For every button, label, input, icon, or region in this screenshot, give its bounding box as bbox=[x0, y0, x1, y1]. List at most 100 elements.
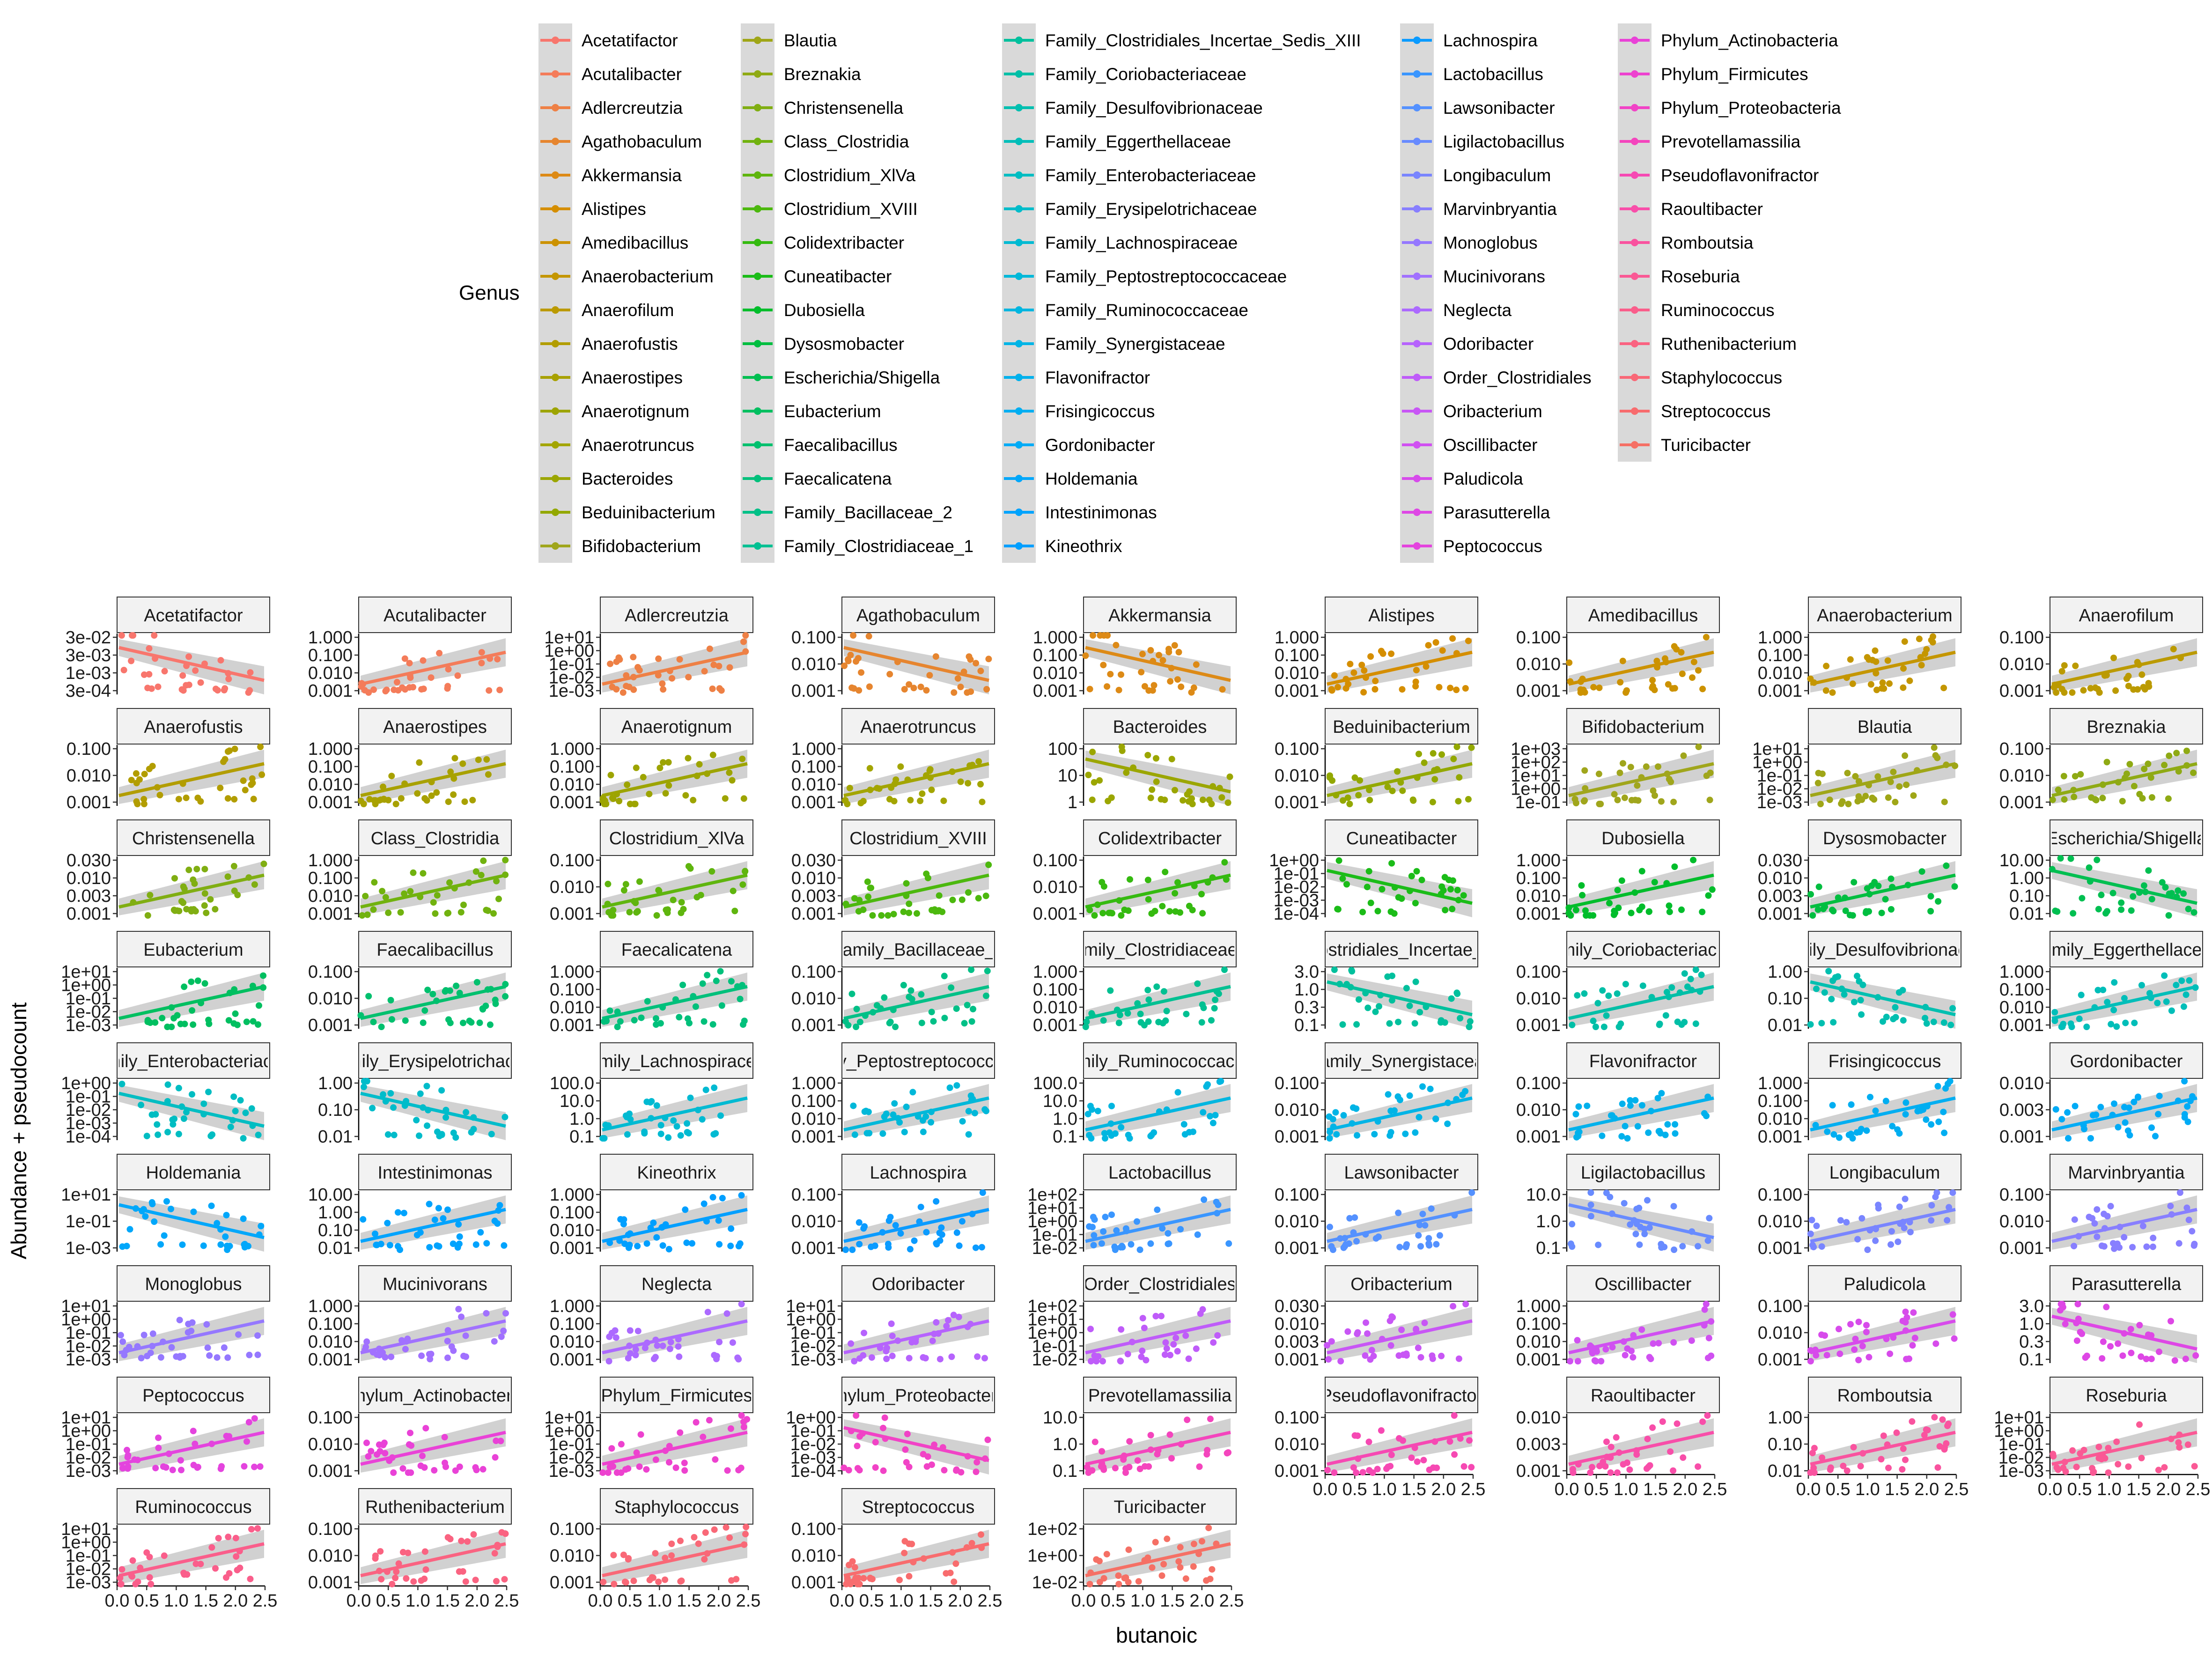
data-point bbox=[1867, 1094, 1873, 1100]
data-point bbox=[1611, 791, 1618, 798]
data-point bbox=[1163, 1008, 1170, 1015]
legend-entry: Acetatifactor bbox=[538, 23, 678, 57]
data-point bbox=[1389, 973, 1395, 980]
data-point bbox=[2061, 796, 2068, 803]
data-point bbox=[1183, 1010, 1190, 1018]
data-point bbox=[660, 759, 667, 766]
legend-key-point bbox=[552, 273, 559, 280]
data-point bbox=[1353, 1469, 1360, 1476]
data-point bbox=[881, 994, 888, 1001]
data-point bbox=[483, 756, 490, 763]
data-point bbox=[1899, 1466, 1906, 1473]
data-point bbox=[234, 1567, 241, 1574]
legend-key-point bbox=[1631, 104, 1638, 111]
y-tick-label: 0.010 bbox=[1516, 655, 1561, 674]
data-point bbox=[200, 1100, 207, 1107]
y-tick-label: 0.100 bbox=[1758, 646, 1802, 665]
data-point bbox=[2156, 1348, 2162, 1355]
data-point bbox=[2115, 1124, 2122, 1131]
data-point bbox=[704, 972, 711, 979]
fit-line bbox=[1327, 1096, 1473, 1132]
y-tick-label: 1e-02 bbox=[549, 1448, 594, 1468]
facet-strip bbox=[841, 597, 995, 633]
data-point bbox=[957, 778, 964, 785]
y-tick-label: 1e-01 bbox=[66, 1546, 111, 1566]
y-tick-label: 1e+01 bbox=[61, 962, 111, 982]
legend-label: Adlercreutzia bbox=[582, 98, 683, 118]
data-point bbox=[1422, 1222, 1429, 1229]
data-point bbox=[1451, 1451, 1458, 1458]
confidence-band bbox=[1085, 1307, 1231, 1361]
data-point bbox=[1467, 1018, 1474, 1025]
data-point bbox=[631, 1017, 638, 1024]
data-point bbox=[1818, 1020, 1825, 1027]
legend-key-point bbox=[754, 273, 761, 280]
facet-strip bbox=[117, 708, 270, 745]
data-point bbox=[685, 1130, 692, 1137]
facet-strip bbox=[600, 1154, 753, 1190]
legend-entry: Oribacterium bbox=[1400, 394, 1542, 428]
y-tick-label: 0.1 bbox=[2019, 1350, 2044, 1370]
y-tick-label: 0.001 bbox=[308, 1016, 353, 1035]
y-tick-label: 1e+00 bbox=[61, 1422, 111, 1441]
data-point bbox=[141, 671, 147, 678]
y-tick-label: 0.100 bbox=[550, 1314, 594, 1334]
data-point bbox=[1847, 656, 1854, 663]
data-point bbox=[1203, 1577, 1210, 1584]
data-point bbox=[2097, 1104, 2104, 1111]
data-point bbox=[1351, 1214, 1358, 1221]
fit-line bbox=[1810, 1430, 1956, 1466]
data-point bbox=[879, 1130, 886, 1137]
data-point bbox=[1674, 1420, 1681, 1427]
data-point bbox=[1851, 1346, 1858, 1353]
data-point bbox=[848, 990, 855, 997]
data-point bbox=[906, 900, 913, 907]
data-point bbox=[1095, 1353, 1101, 1360]
data-point bbox=[1614, 1469, 1621, 1476]
facet-strip-label: Roseburia bbox=[2086, 1386, 2167, 1406]
x-tick-label: 1.0 bbox=[889, 1591, 914, 1611]
data-point bbox=[643, 1466, 650, 1473]
legend-entry: Clostridium_XVIII bbox=[741, 192, 918, 226]
data-point bbox=[204, 1344, 211, 1351]
data-point bbox=[726, 1534, 733, 1541]
data-point bbox=[965, 1108, 972, 1115]
data-point bbox=[653, 912, 660, 919]
legend-entry: Akkermansia bbox=[538, 158, 682, 192]
y-tick-label: 1e-04 bbox=[790, 1461, 836, 1481]
data-point bbox=[918, 1019, 925, 1026]
data-point bbox=[1388, 860, 1395, 867]
data-point bbox=[1354, 1330, 1361, 1337]
y-tick-label: 1.000 bbox=[1516, 851, 1561, 870]
data-point bbox=[232, 1010, 239, 1017]
facet-strip-label: Faecalicatena bbox=[621, 940, 732, 960]
data-point bbox=[1847, 1321, 1854, 1328]
x-tick-label: 1.0 bbox=[406, 1591, 430, 1611]
legend-entry: Holdemania bbox=[1002, 462, 1138, 495]
facet-strip bbox=[1083, 931, 1237, 967]
data-point bbox=[2146, 990, 2153, 997]
facet-strip-label: Akkermansia bbox=[1108, 606, 1211, 626]
data-point bbox=[1706, 796, 1713, 804]
y-tick-label: 1e-02 bbox=[1274, 877, 1319, 897]
data-point bbox=[866, 765, 873, 772]
data-point bbox=[2058, 668, 2065, 675]
data-point bbox=[866, 683, 873, 690]
data-point bbox=[1124, 1350, 1131, 1357]
y-tick-label: 10.00 bbox=[308, 1185, 353, 1205]
legend-label: Breznakia bbox=[784, 65, 861, 84]
data-point bbox=[966, 653, 973, 660]
data-point bbox=[417, 1090, 424, 1097]
data-point bbox=[1849, 680, 1856, 687]
data-point bbox=[1859, 1342, 1866, 1349]
legend-label: Roseburia bbox=[1661, 267, 1740, 286]
data-point bbox=[972, 1244, 979, 1251]
legend-label: Ruminococcus bbox=[1661, 301, 1775, 320]
fit-line bbox=[2051, 650, 2197, 686]
data-point bbox=[2078, 991, 2085, 998]
data-point bbox=[1090, 1214, 1097, 1221]
legend-entry: Phylum_Actinobacteria bbox=[1618, 23, 1838, 57]
data-point bbox=[865, 633, 872, 640]
